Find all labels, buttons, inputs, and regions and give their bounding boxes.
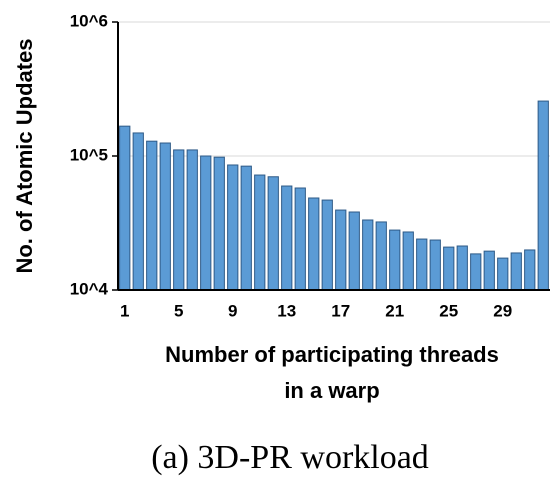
y-axis-label: No. of Atomic Updates xyxy=(12,38,37,273)
bar xyxy=(186,149,198,291)
x-tick-label: 17 xyxy=(331,301,350,320)
bar xyxy=(456,245,468,291)
bar xyxy=(321,199,333,291)
bar xyxy=(389,229,401,291)
bar xyxy=(213,156,225,291)
bar xyxy=(267,176,279,291)
x-tick-label: 9 xyxy=(228,301,237,320)
bar xyxy=(146,140,158,291)
bar xyxy=(240,165,252,291)
caption: (a) 3D-PR workload xyxy=(151,439,429,476)
bar xyxy=(537,100,549,291)
bar xyxy=(294,187,306,291)
bar xyxy=(497,257,509,291)
x-tick-label: 29 xyxy=(493,301,512,320)
x-tick-label: 1 xyxy=(120,301,129,320)
y-tick-label: 10^4 xyxy=(70,279,109,298)
bar xyxy=(402,231,414,291)
x-tick-label: 25 xyxy=(439,301,458,320)
x-axis-label: Number of participating threads xyxy=(165,342,499,367)
bar xyxy=(416,238,428,291)
bar xyxy=(159,142,171,291)
bar xyxy=(200,155,212,291)
bar xyxy=(375,221,387,291)
bar xyxy=(510,252,522,291)
x-axis-label: in a warp xyxy=(284,378,379,403)
bar xyxy=(362,219,374,291)
bar xyxy=(254,174,266,291)
bar xyxy=(348,211,360,291)
bar xyxy=(443,246,455,291)
bar xyxy=(483,250,495,291)
y-tick-label: 10^5 xyxy=(70,145,108,164)
bar xyxy=(281,185,293,291)
x-tick-label: 13 xyxy=(277,301,296,320)
bar xyxy=(132,132,144,291)
bar xyxy=(173,149,185,291)
bar xyxy=(524,249,536,291)
x-tick-label: 21 xyxy=(385,301,404,320)
y-tick-label: 10^6 xyxy=(70,11,108,30)
x-tick-label: 5 xyxy=(174,301,183,320)
bar xyxy=(470,253,482,291)
bar xyxy=(429,239,441,291)
bar xyxy=(308,197,320,291)
bar xyxy=(227,164,239,291)
bar xyxy=(335,209,347,291)
bar xyxy=(119,125,131,291)
